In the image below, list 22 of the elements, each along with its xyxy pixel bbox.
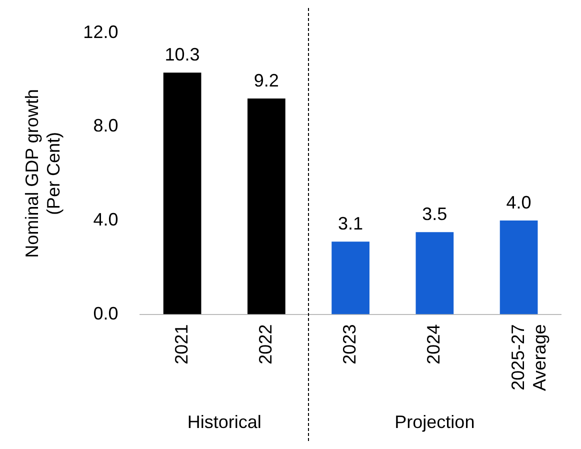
bar	[247, 98, 286, 314]
x-tick-label: 2022	[255, 324, 276, 364]
x-tick-label: 2021	[171, 324, 192, 364]
y-tick-label: 12.0	[83, 22, 118, 42]
x-tick-label: 2025-27 Average	[508, 324, 550, 391]
bar	[500, 220, 538, 314]
data-label: 3.1	[338, 214, 364, 234]
data-label: 9.2	[254, 70, 279, 90]
text: Projection	[394, 412, 475, 432]
bar	[163, 72, 202, 314]
y-tick-label: 4.0	[93, 209, 118, 230]
data-label: 4.0	[506, 192, 532, 212]
y-tick-label: 0.0	[93, 303, 118, 324]
bar	[332, 242, 370, 314]
data-label: 3.5	[422, 204, 448, 224]
data-label: 10.3	[164, 44, 200, 65]
bar	[416, 232, 454, 314]
text: Historical	[187, 412, 262, 432]
x-tick-label: 2023	[340, 324, 360, 364]
y-tick-label: 8.0	[93, 116, 118, 136]
y-axis-title: Nominal GDP growth (Per Cent)	[22, 89, 64, 258]
x-tick-label: 2024	[424, 324, 444, 364]
